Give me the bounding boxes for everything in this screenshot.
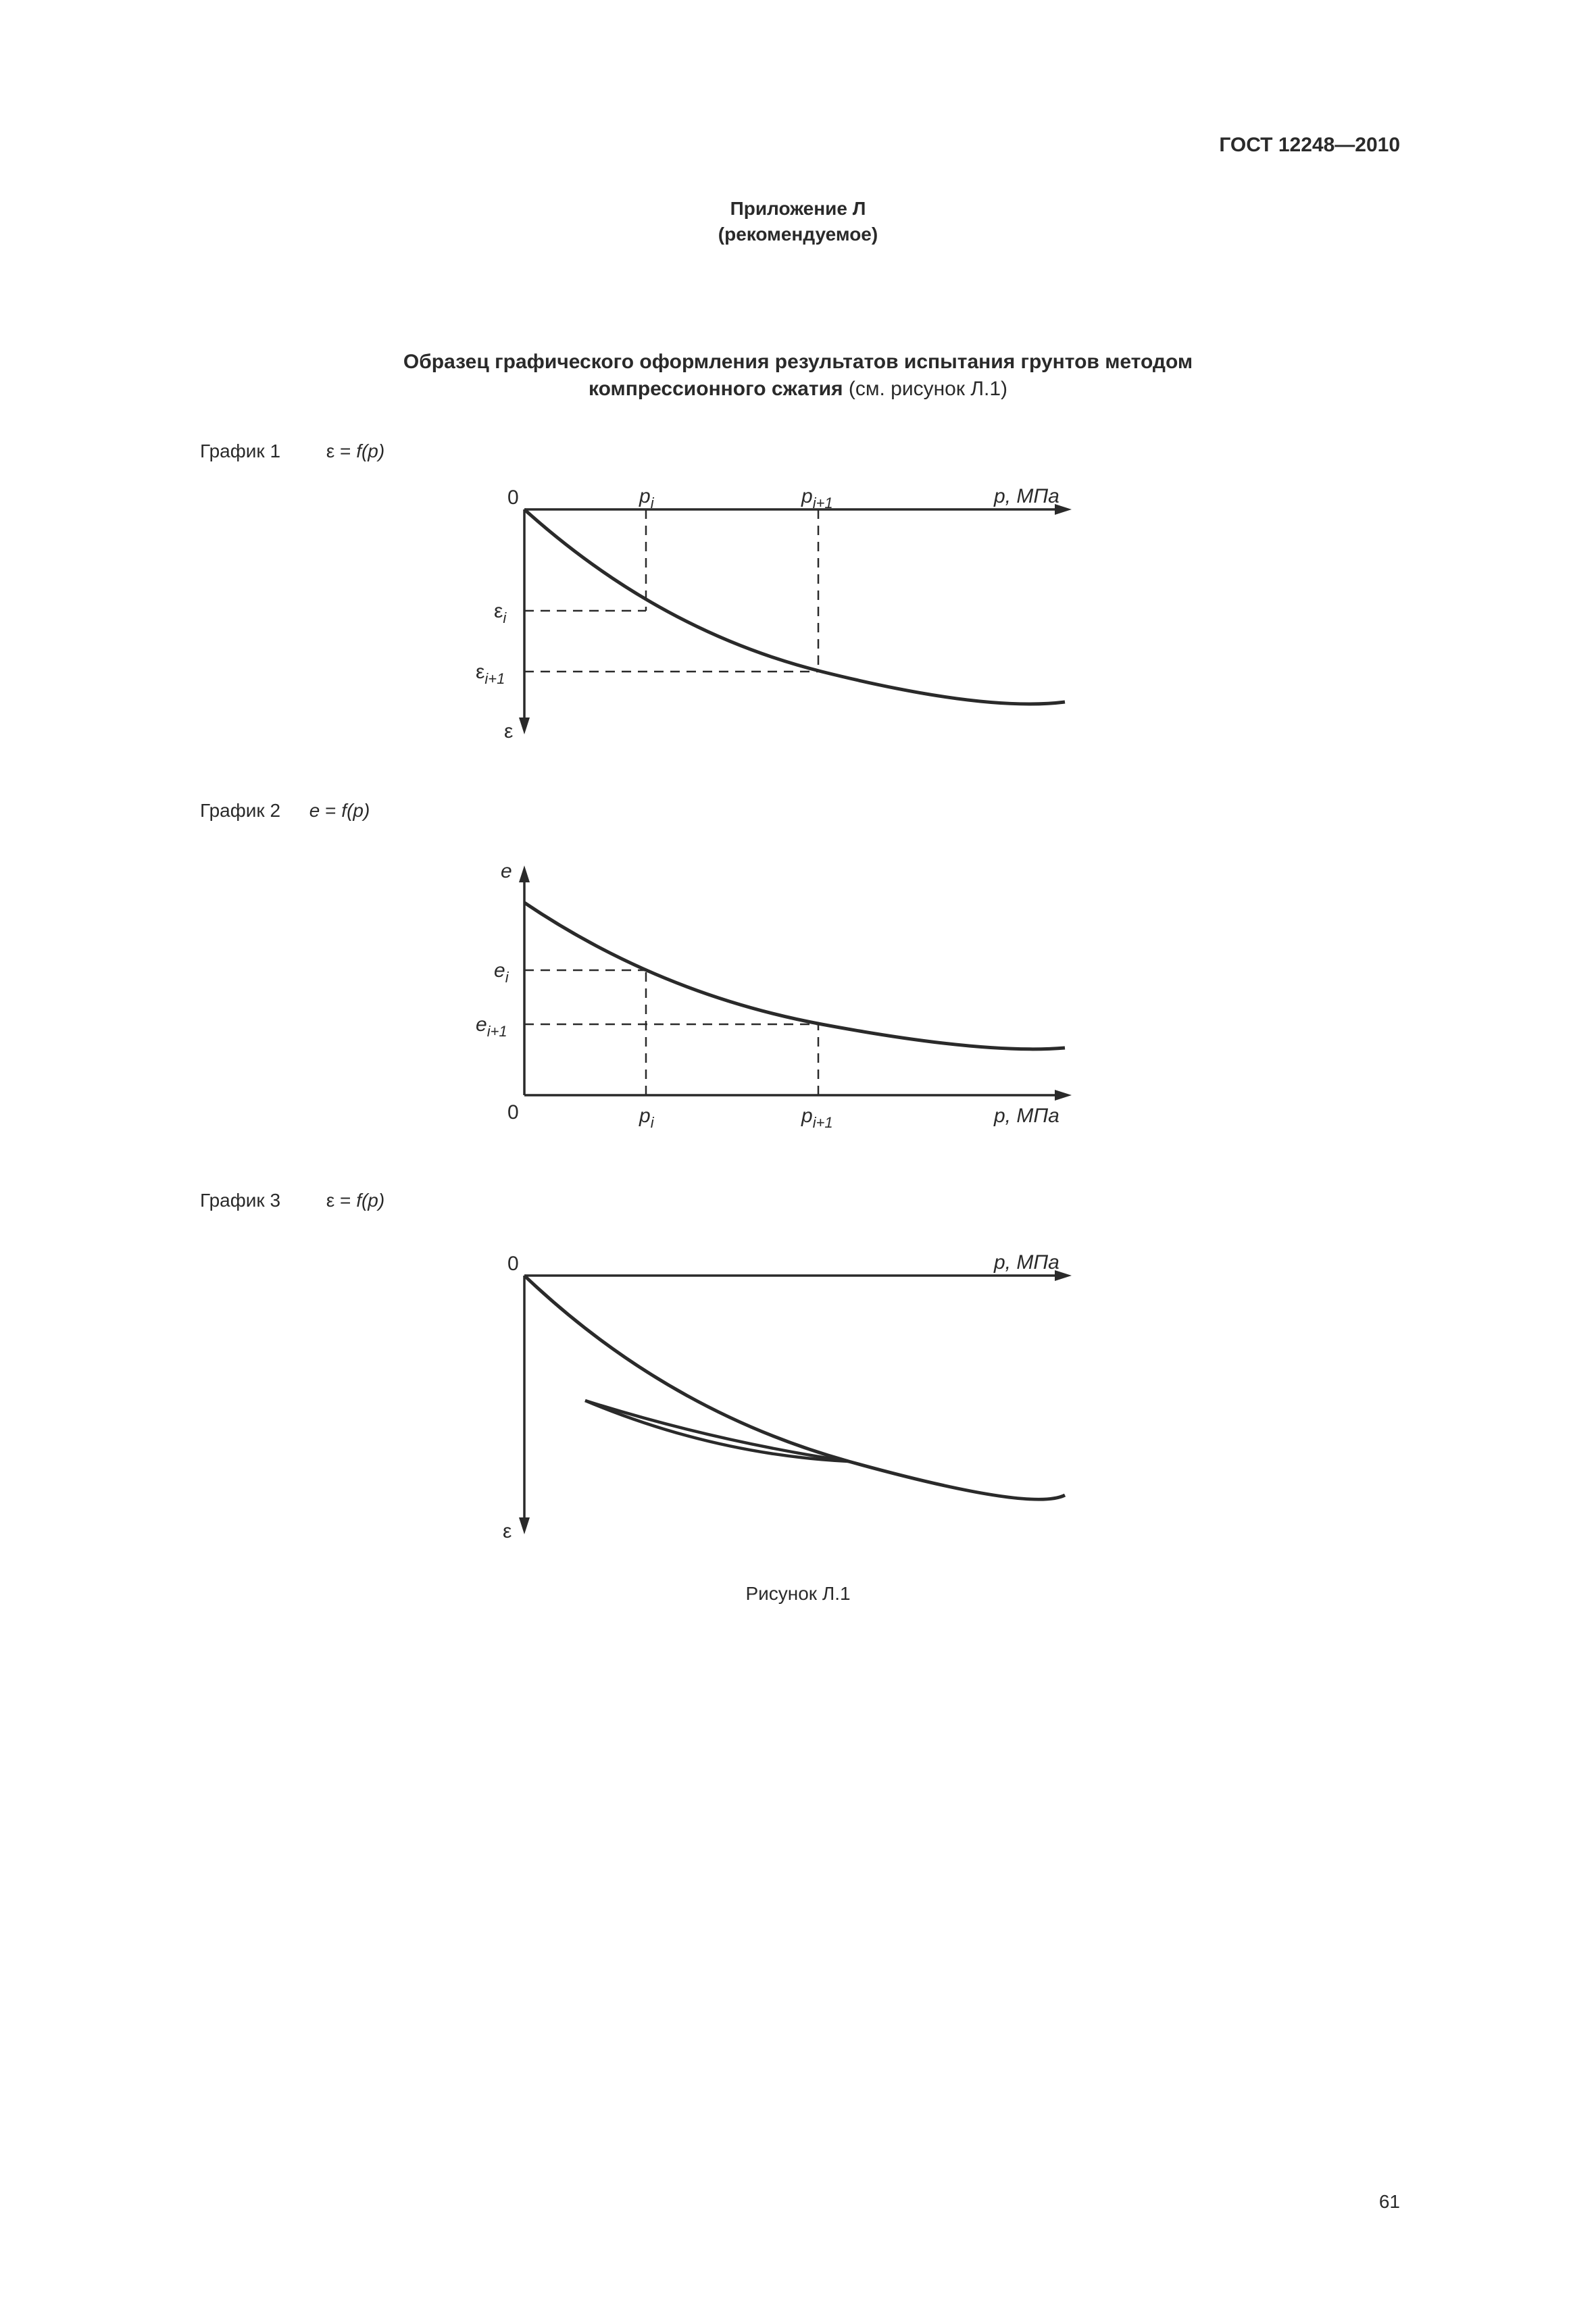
- page-number: 61: [1379, 2191, 1400, 2213]
- graph1-yaxis-label: ε: [504, 720, 513, 743]
- graph2-yaxis-label: e: [501, 860, 512, 882]
- graph1-svg: 0 p, МПа ε pi pi+1 εi εi+1: [443, 476, 1153, 753]
- graph2-origin-label: 0: [507, 1101, 519, 1124]
- graph1-label-row: График 1 ε = f(p): [200, 441, 1400, 462]
- graph1-ei-label: εi: [494, 600, 507, 626]
- graph3-yaxis-label: ε: [503, 1520, 512, 1542]
- graph1-curve: [524, 509, 1065, 704]
- graph2-pi1-label: pi+1: [801, 1105, 833, 1131]
- section-title: Образец графического оформления результа…: [196, 349, 1400, 403]
- graph2-pi-label: pi: [639, 1105, 655, 1131]
- graph3-label: График 3: [200, 1190, 280, 1211]
- appendix-block: Приложение Л (рекомендуемое): [196, 196, 1400, 247]
- graph2-label: График 2: [200, 800, 280, 821]
- graph1-fn-p: (p): [361, 441, 384, 461]
- graph3-fn-eps: ε: [326, 1190, 334, 1211]
- graph1-label: График 1: [200, 441, 280, 461]
- graph3-fn-p: (p): [361, 1190, 384, 1211]
- section-line2-tail: (см. рисунок Л.1): [843, 378, 1007, 400]
- graph2-wrap: e 0 p, МПа pi pi+1 ei ei+1: [196, 852, 1400, 1142]
- graph2-fn-eq: =: [320, 800, 341, 821]
- appendix-title: Приложение Л: [196, 196, 1400, 222]
- graph1-pi1-label: pi+1: [801, 485, 833, 511]
- graph3-svg: 0 p, МПа ε: [443, 1242, 1153, 1553]
- graph2-fn-p: (p): [347, 800, 370, 821]
- graph3-label-row: График 3 ε = f(p): [200, 1190, 1400, 1211]
- graph2-ei-label: ei: [494, 959, 509, 986]
- graph2-curve: [524, 903, 1065, 1049]
- graph2-xaxis-label: p, МПа: [993, 1105, 1059, 1127]
- graph3-fn-eq: =: [334, 1190, 356, 1211]
- graph1-ei1-label: εi+1: [476, 661, 505, 687]
- figure-caption: Рисунок Л.1: [196, 1583, 1400, 1605]
- graph1-xaxis-label: p, МПа: [993, 485, 1059, 507]
- appendix-type: (рекомендуемое): [196, 222, 1400, 247]
- graph3-fn-f: f: [356, 1190, 361, 1211]
- graph3-primary-curve: [524, 1276, 1065, 1499]
- standard-header: ГОСТ 12248—2010: [1219, 134, 1400, 157]
- graph2-fn-f: f: [341, 800, 347, 821]
- graph1-fn-f: f: [356, 441, 361, 461]
- section-line1: Образец графического оформления результа…: [403, 351, 1193, 373]
- section-line2-bold: компрессионного сжатия: [589, 378, 843, 400]
- graph1-pi-label: pi: [639, 485, 655, 511]
- graph2-fn-e: e: [309, 800, 320, 821]
- graph1-fn-eps: ε: [326, 441, 334, 461]
- graph3-origin-label: 0: [507, 1253, 519, 1275]
- graph3-wrap: 0 p, МПа ε: [196, 1242, 1400, 1553]
- graph1-origin-label: 0: [507, 486, 519, 509]
- graph1-wrap: 0 p, МПа ε pi pi+1 εi εi+1: [196, 476, 1400, 753]
- graph1-fn-eq: =: [334, 441, 356, 461]
- graph2-ei1-label: ei+1: [476, 1013, 507, 1040]
- graph2-svg: e 0 p, МПа pi pi+1 ei ei+1: [443, 852, 1153, 1142]
- graph2-label-row: График 2 e = f(p): [200, 800, 1400, 822]
- graph3-xaxis-label: p, МПа: [993, 1251, 1059, 1274]
